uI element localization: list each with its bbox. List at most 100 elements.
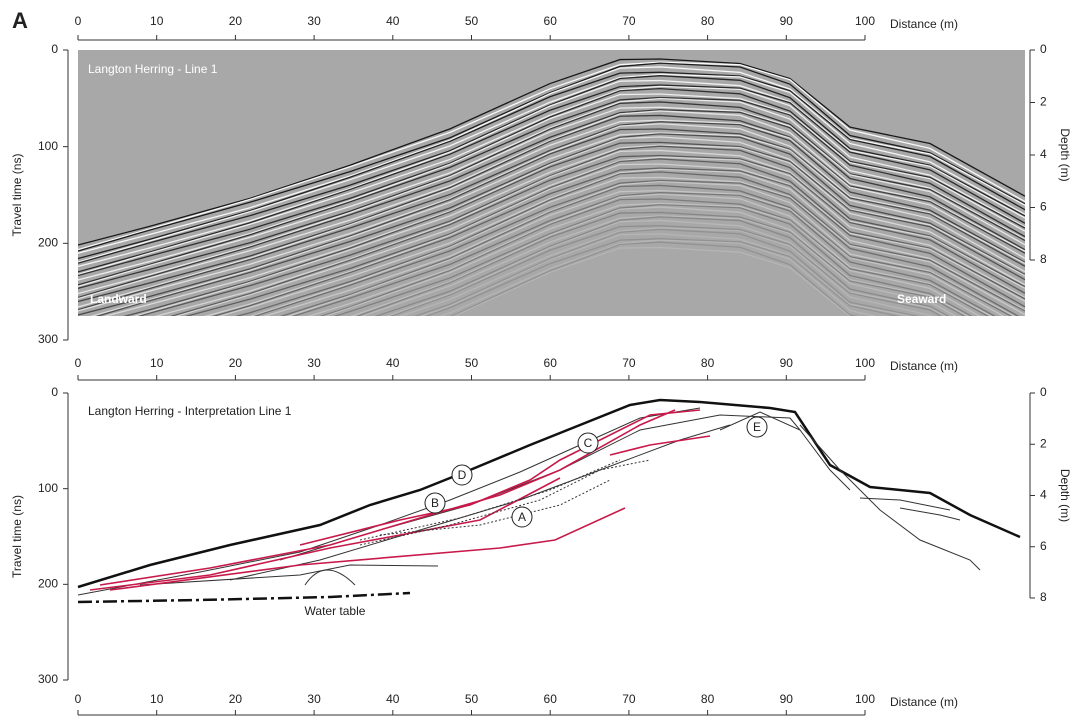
reflector bbox=[286, 189, 1005, 316]
reflector bbox=[263, 180, 1015, 316]
x-tick-label: 10 bbox=[150, 692, 164, 706]
reflector bbox=[170, 154, 1025, 316]
x-tick-label: 30 bbox=[307, 692, 321, 706]
reflector bbox=[350, 206, 970, 316]
reflector bbox=[279, 184, 1013, 316]
reflector bbox=[386, 219, 947, 316]
x-tick-label: 60 bbox=[544, 692, 558, 706]
radargram bbox=[78, 50, 1025, 316]
x-tick-label: 70 bbox=[622, 692, 636, 706]
label-circle bbox=[451, 464, 473, 486]
reflector bbox=[438, 239, 877, 316]
y-tick-label: 0 bbox=[51, 385, 58, 399]
x-tick-label: 80 bbox=[701, 356, 715, 370]
y-axis-label: Travel time (ns) bbox=[10, 495, 24, 578]
reflector bbox=[319, 198, 989, 316]
y2-axis-label: Depth (m) bbox=[1058, 128, 1072, 181]
reflector bbox=[398, 227, 933, 316]
x-tick-label: 10 bbox=[150, 14, 164, 28]
reflector bbox=[424, 238, 900, 316]
y2-tick-label: 4 bbox=[1040, 147, 1047, 161]
y2-tick-label: 8 bbox=[1040, 252, 1047, 266]
x-tick-label: 0 bbox=[75, 14, 82, 28]
label-circle bbox=[746, 416, 768, 438]
figure-label: A bbox=[12, 8, 28, 33]
y2-tick-label: 4 bbox=[1040, 488, 1047, 502]
x-tick-label: 50 bbox=[465, 356, 479, 370]
reflector bbox=[78, 73, 1025, 263]
reflector bbox=[203, 163, 1025, 316]
x-axis-label: Distance (m) bbox=[890, 695, 958, 709]
reflector bbox=[78, 62, 1025, 252]
y-tick-label: 200 bbox=[38, 577, 58, 591]
reflector bbox=[78, 121, 1025, 311]
x-tick-label: 30 bbox=[307, 14, 321, 28]
x-tick-label: 100 bbox=[855, 14, 875, 28]
y-tick-label: 300 bbox=[38, 672, 58, 686]
reflector bbox=[184, 158, 1025, 316]
x-tick-label: 20 bbox=[229, 356, 243, 370]
reflector bbox=[78, 128, 1025, 316]
reflector bbox=[78, 61, 1025, 251]
y-axis-label: Travel time (ns) bbox=[10, 154, 24, 237]
reflector bbox=[78, 79, 1025, 268]
label-circle bbox=[424, 492, 446, 514]
x-tick-label: 60 bbox=[544, 14, 558, 28]
panel-title: Langton Herring - Line 1 bbox=[88, 62, 218, 76]
y-tick-label: 0 bbox=[51, 42, 58, 56]
y2-tick-label: 8 bbox=[1040, 590, 1047, 604]
interpretation bbox=[77, 398, 1021, 604]
y-tick-label: 300 bbox=[38, 332, 58, 346]
x-tick-label: 100 bbox=[855, 356, 875, 370]
y-tick-label: 200 bbox=[38, 236, 58, 250]
x-axis-label: Distance (m) bbox=[890, 359, 958, 373]
x-tick-label: 100 bbox=[855, 692, 875, 706]
x-tick-label: 90 bbox=[780, 14, 794, 28]
x-tick-label: 30 bbox=[307, 356, 321, 370]
annotation: E bbox=[753, 420, 761, 434]
reflector bbox=[89, 132, 1025, 316]
reflector bbox=[78, 97, 1025, 288]
reflector bbox=[413, 228, 920, 316]
y-tick-label: 100 bbox=[38, 481, 58, 495]
y2-tick-label: 2 bbox=[1040, 436, 1047, 450]
reflector bbox=[78, 119, 1025, 308]
y-tick-label: 100 bbox=[38, 139, 58, 153]
annotation: B bbox=[431, 496, 439, 510]
reflector bbox=[78, 58, 1025, 246]
reflector bbox=[389, 225, 942, 316]
x-tick-label: 20 bbox=[229, 14, 243, 28]
reflector bbox=[78, 114, 1025, 303]
reflector bbox=[452, 246, 852, 316]
reflector bbox=[333, 203, 973, 316]
x-tick-label: 80 bbox=[701, 692, 715, 706]
reflector bbox=[78, 123, 1025, 312]
x-tick-label: 40 bbox=[386, 356, 400, 370]
reflector bbox=[95, 133, 1025, 316]
annotation: C bbox=[584, 436, 593, 450]
x-tick-label: 80 bbox=[701, 14, 715, 28]
x-tick-label: 0 bbox=[75, 356, 82, 370]
panel-title: Langton Herring - Interpretation Line 1 bbox=[88, 404, 292, 418]
y2-tick-label: 6 bbox=[1040, 539, 1047, 553]
reflector bbox=[78, 106, 1025, 295]
reflector bbox=[133, 144, 1025, 316]
reflector bbox=[250, 176, 1025, 316]
x-tick-label: 70 bbox=[622, 356, 636, 370]
annotation: D bbox=[458, 468, 467, 482]
reflector bbox=[78, 84, 1025, 273]
reflector bbox=[374, 216, 950, 316]
reflector bbox=[291, 191, 996, 316]
reflector bbox=[78, 101, 1025, 289]
x-tick-label: 90 bbox=[780, 356, 794, 370]
reflector bbox=[323, 202, 981, 316]
label-circle bbox=[577, 432, 599, 454]
reflector bbox=[78, 96, 1025, 286]
x-tick-label: 90 bbox=[780, 692, 794, 706]
annotation: A bbox=[518, 510, 526, 524]
reflector bbox=[356, 211, 966, 316]
y2-tick-label: 2 bbox=[1040, 95, 1047, 109]
x-tick-label: 0 bbox=[75, 692, 82, 706]
y2-tick-label: 0 bbox=[1040, 385, 1047, 399]
